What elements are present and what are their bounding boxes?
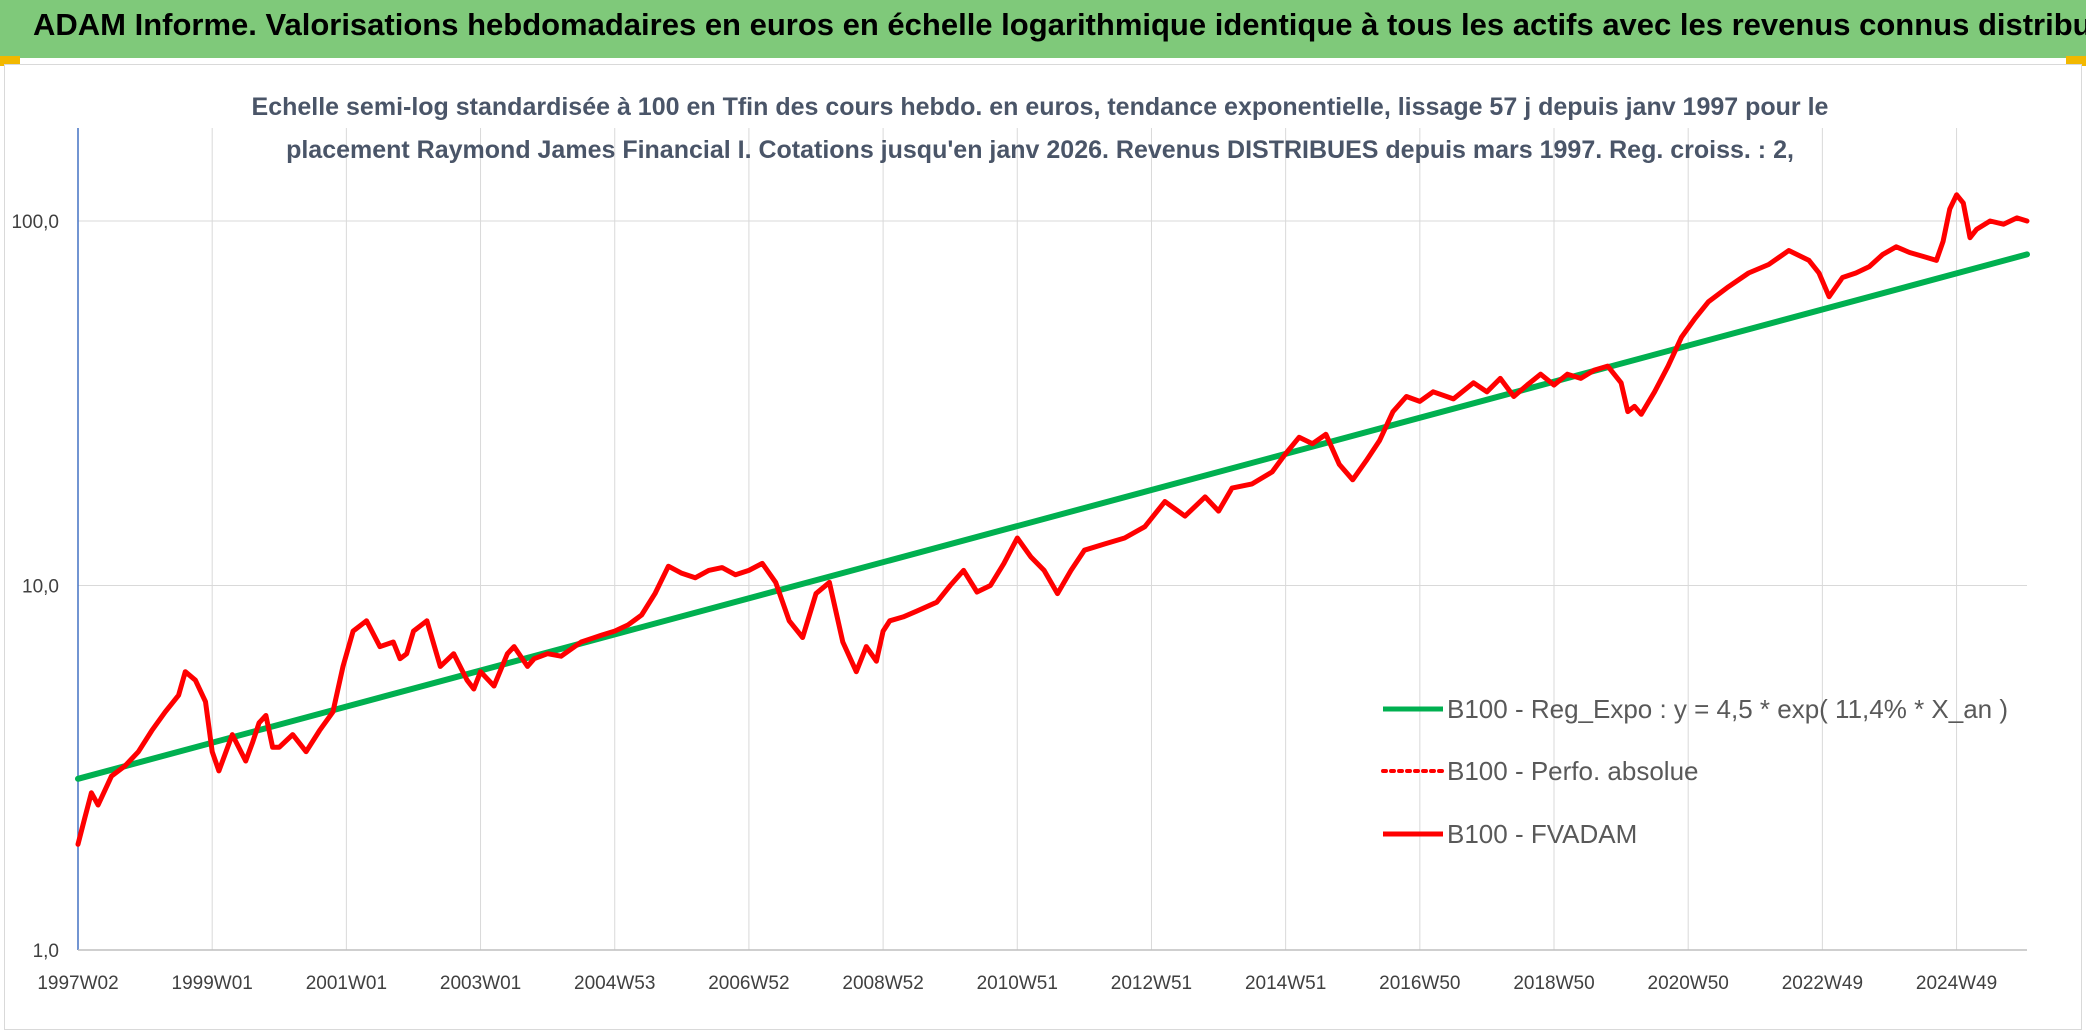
corner-marker-left [0,56,20,66]
x-tick-label: 2008W52 [842,973,923,994]
x-tick-label: 2001W01 [306,973,387,994]
x-tick-label: 2018W50 [1513,973,1594,994]
x-tick-label: 2006W52 [708,973,789,994]
y-tick-label: 1,0 [33,941,59,962]
y-tick-labels: 1,0 10,0 100,0 [11,212,59,962]
x-tick-label: 1999W01 [172,973,253,994]
chart-title-line-1: Echelle semi-log standardisée à 100 en T… [252,93,1829,121]
x-tick-label: 2016W50 [1379,973,1460,994]
chart-panel [4,64,2082,1030]
x-tick-label: 2014W51 [1245,973,1326,994]
legend-label: B100 - Reg_Expo : y = 4,5 * exp( 11,4% *… [1447,694,2008,724]
corner-marker-right [2066,56,2086,66]
legend-label: B100 - Perfo. absolue [1447,756,1699,786]
x-tick-label: 2022W49 [1782,973,1863,994]
y-tick-label: 10,0 [22,577,59,598]
header-banner: ADAM Informe. Valorisations hebdomadaire… [0,0,2086,58]
vertical-gridlines [211,128,1958,950]
legend-label: B100 - FVADAM [1447,819,1637,849]
chart-legend: B100 - Reg_Expo : y = 4,5 * exp( 11,4% *… [1381,694,2008,849]
series-layer [75,192,2030,847]
chart-title-line-2: placement Raymond James Financial I. Cot… [286,136,1794,164]
x-tick-label: 2010W51 [977,973,1058,994]
report-title: ADAM Informe. Valorisations hebdomadaire… [33,7,2086,42]
horizontal-gridlines [78,220,2027,587]
x-tick-label: 2003W01 [440,973,521,994]
fvadam-line [75,192,2030,847]
y-tick-label: 100,0 [11,212,59,233]
x-tick-label: 2020W50 [1648,973,1729,994]
x-tick-label: 2012W51 [1111,973,1192,994]
x-tick-label: 2024W49 [1916,973,1997,994]
x-tick-label: 1997W02 [37,973,118,994]
x-tick-label: 2004W53 [574,973,655,994]
trend-line [75,251,2030,782]
x-tick-labels: 1997W02 1999W01 2001W01 2003W01 2004W53 2006W… [37,973,1997,994]
